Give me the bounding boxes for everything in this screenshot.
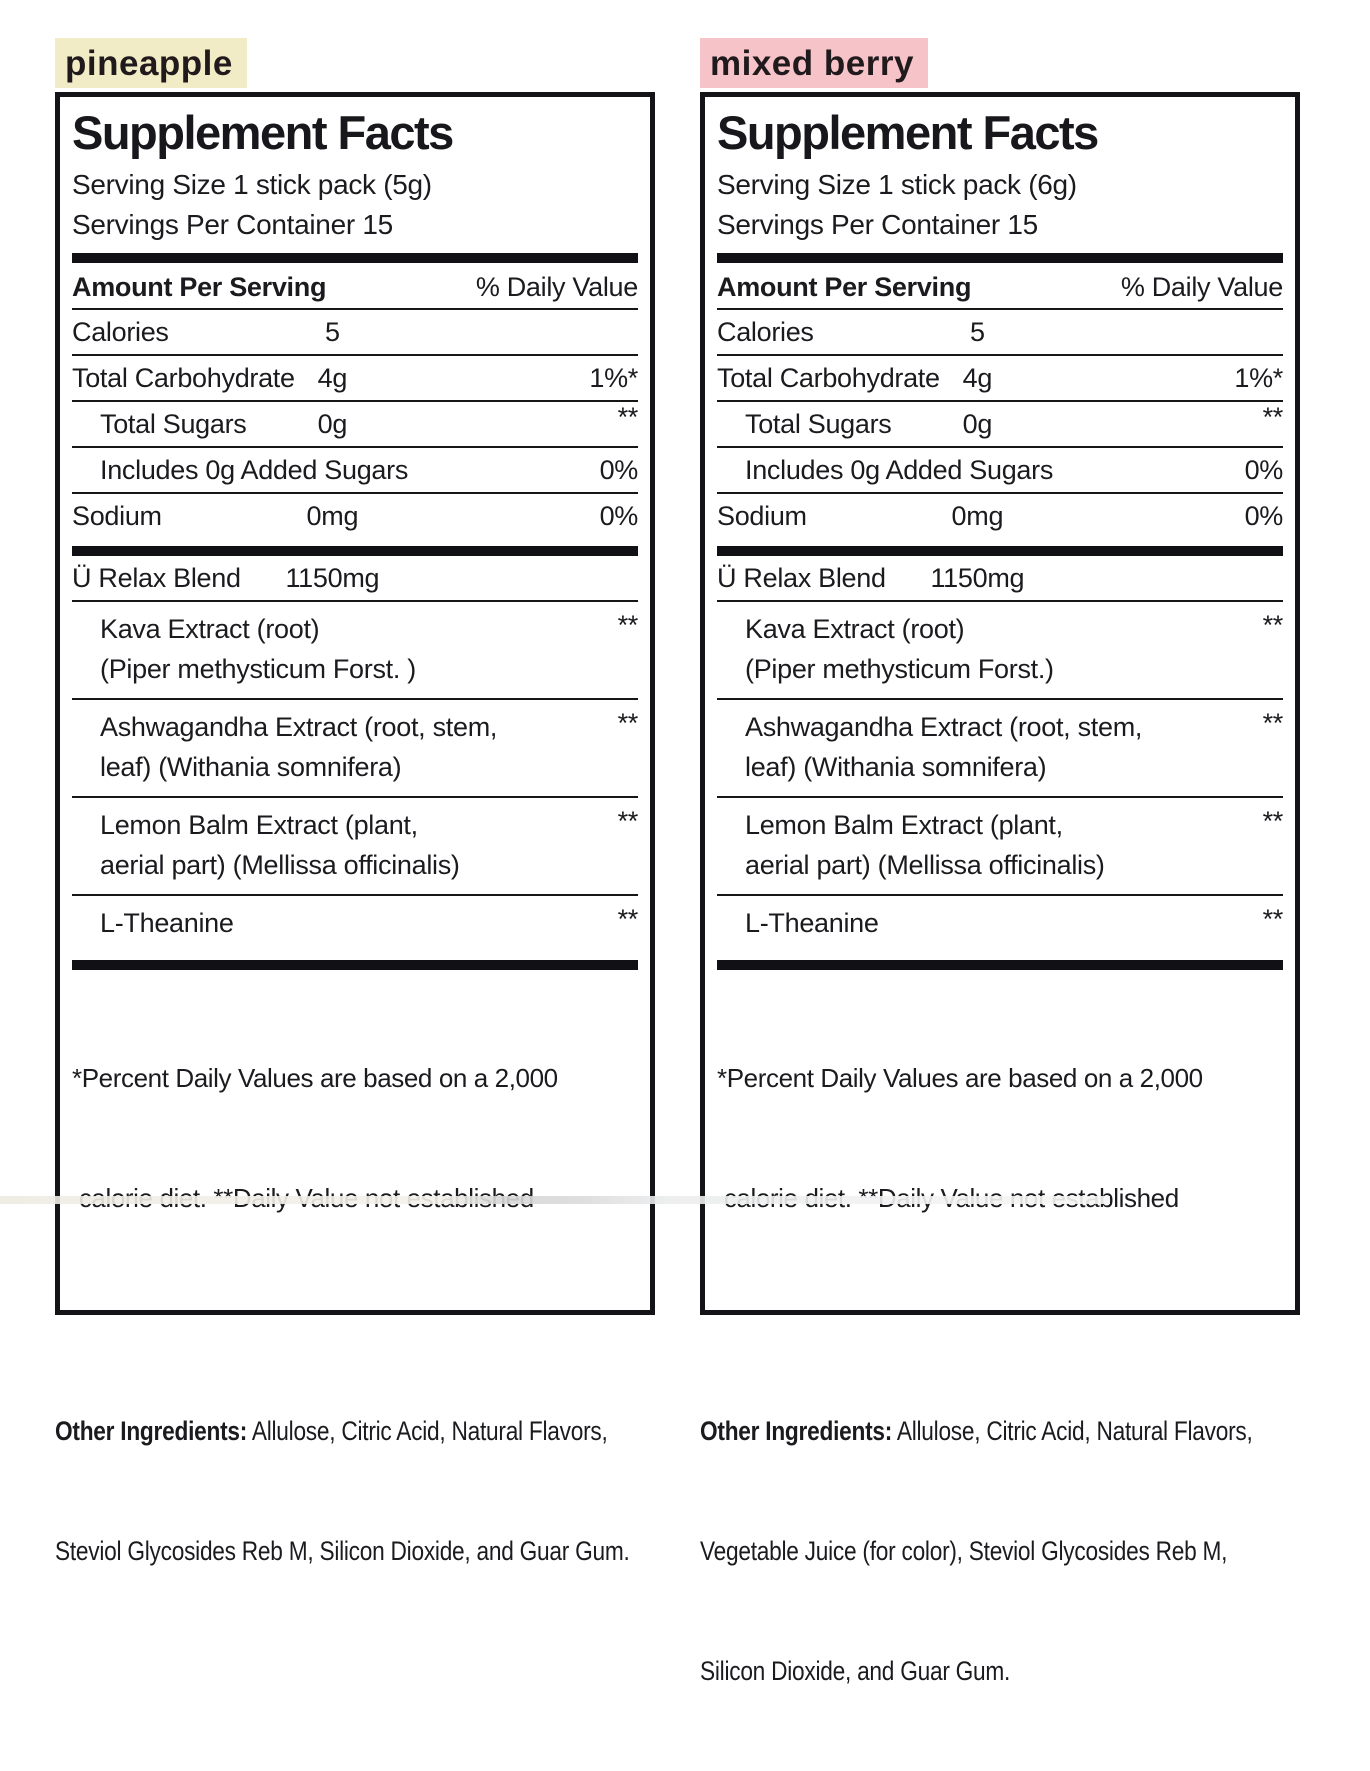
amount-per-serving-header: Amount Per Serving: [717, 272, 972, 302]
blend-ingredient-kava: Kava Extract (root) (Piper methysticum F…: [72, 602, 638, 700]
supplement-facts-box: Supplement Facts Serving Size 1 stick pa…: [55, 92, 655, 1315]
page: { "page": { "background": "#ffffff" }, "…: [0, 38, 1300, 1686]
supplement-label-mixed-berry: mixed berry Supplement Facts Serving Siz…: [700, 38, 1300, 1771]
other-ingredients: Other Ingredients: Allulose, Citric Acid…: [55, 1416, 630, 1566]
nutrient-row-calories: Calories 5: [717, 310, 1283, 356]
nutrient-row-total-sugars: Total Sugars 0g **: [717, 402, 1283, 448]
divider-thick: [717, 253, 1283, 263]
blend-ingredient-lemon-balm: Lemon Balm Extract (plant, aerial part) …: [717, 798, 1283, 896]
divider-thick: [72, 960, 638, 970]
nutrient-row-total-carbohydrate: Total Carbohydrate 4g 1%*: [72, 356, 638, 402]
blend-ingredient-l-theanine: L-Theanine **: [745, 904, 1283, 938]
divider-thick: [72, 546, 638, 556]
nutrient-row-sodium: Sodium 0mg 0%: [72, 501, 638, 531]
cropped-photo-edge: [0, 1196, 1110, 1204]
servings-per-container: Servings Per Container 15: [717, 209, 1038, 240]
divider-thick: [72, 253, 638, 263]
column-headers: Amount Per Serving % Daily Value: [72, 263, 638, 310]
other-ingredients-label: Other Ingredients:: [55, 1416, 248, 1446]
flavor-tab-pineapple: pineapple: [55, 38, 247, 88]
blend-row: Ü Relax Blend 1150mg: [717, 556, 1283, 602]
nutrient-row-added-sugars: Includes 0g Added Sugars 0%: [717, 448, 1283, 494]
divider-thick: [717, 960, 1283, 970]
other-ingredients: Other Ingredients: Allulose, Citric Acid…: [700, 1416, 1253, 1686]
daily-value-header: % Daily Value: [1120, 272, 1283, 302]
flavor-tab-mixed-berry: mixed berry: [700, 38, 928, 88]
blend-ingredient-ashwagandha: Ashwagandha Extract (root, stem, leaf) (…: [72, 700, 638, 798]
panel-title: Supplement Facts: [717, 106, 1099, 159]
blend-ingredient-kava: Kava Extract (root) (Piper methysticum F…: [717, 602, 1283, 700]
nutrient-row-added-sugars: Includes 0g Added Sugars 0%: [72, 448, 638, 494]
supplement-label-pineapple: pineapple Supplement Facts Serving Size …: [55, 38, 655, 1651]
supplement-facts-box: Supplement Facts Serving Size 1 stick pa…: [700, 92, 1300, 1315]
blend-ingredient-ashwagandha: Ashwagandha Extract (root, stem, leaf) (…: [717, 700, 1283, 798]
blend-ingredient-lemon-balm: Lemon Balm Extract (plant, aerial part) …: [72, 798, 638, 896]
blend-row: Ü Relax Blend 1150mg: [72, 556, 638, 602]
servings-per-container: Servings Per Container 15: [72, 209, 393, 240]
nutrient-row-total-carbohydrate: Total Carbohydrate 4g 1%*: [717, 356, 1283, 402]
daily-value-footnote: *Percent Daily Values are based on a 2,0…: [717, 1063, 1203, 1213]
daily-value-footnote: *Percent Daily Values are based on a 2,0…: [72, 1063, 558, 1213]
nutrient-row-total-sugars: Total Sugars 0g **: [72, 402, 638, 448]
other-ingredients-label: Other Ingredients:: [700, 1416, 893, 1446]
serving-size: Serving Size 1 stick pack (5g): [72, 169, 432, 200]
nutrient-row-calories: Calories 5: [72, 310, 638, 356]
amount-per-serving-header: Amount Per Serving: [72, 272, 327, 302]
panel-title: Supplement Facts: [72, 106, 454, 159]
blend-ingredient-l-theanine: L-Theanine **: [100, 904, 638, 938]
serving-size: Serving Size 1 stick pack (6g): [717, 169, 1077, 200]
column-headers: Amount Per Serving % Daily Value: [717, 263, 1283, 310]
daily-value-header: % Daily Value: [475, 272, 638, 302]
divider-thick: [717, 546, 1283, 556]
nutrient-row-sodium: Sodium 0mg 0%: [717, 501, 1283, 531]
